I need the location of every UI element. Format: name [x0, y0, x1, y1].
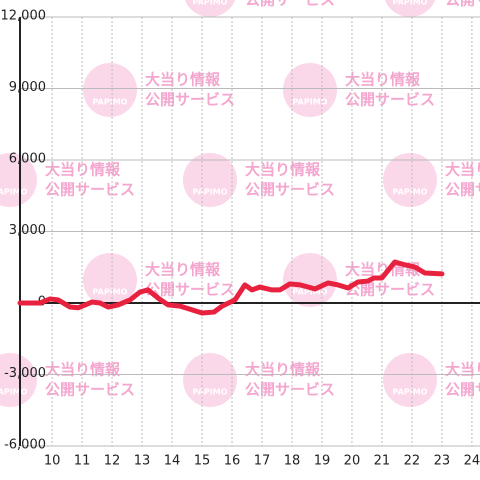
x-tick-label: 12: [104, 454, 121, 469]
watermark-text: 公開サービス: [45, 181, 135, 199]
watermark-text: 公開サービス: [145, 281, 235, 299]
y-tick-label: 12,000: [1, 9, 47, 24]
watermark-logo-circle: [83, 63, 137, 117]
watermark-logo-circle: [183, 153, 237, 207]
watermark-logo-circle: [183, 353, 237, 407]
x-tick-label: 20: [344, 454, 361, 469]
y-tick-label: 6,000: [9, 152, 46, 167]
watermark-logo-circle: [283, 63, 337, 117]
watermark-logo: PAPIMO: [393, 388, 428, 397]
x-tick-label: 13: [134, 454, 151, 469]
watermark-logo: PAPIMO: [293, 288, 328, 297]
watermark-logo: PAPIMO: [0, 388, 28, 397]
watermark-text: 公開サービス: [345, 91, 435, 109]
watermark-logo-circle: [184, 0, 236, 17]
x-tick-label: 23: [434, 454, 451, 469]
watermark-text: 大当り情報: [345, 71, 421, 89]
watermark-text: 大当り情報: [445, 361, 480, 379]
data-line: [17, 259, 445, 316]
plot: [17, 17, 480, 446]
watermark-logo: PAPIMO: [193, 188, 228, 197]
watermark-logo-circle: [0, 353, 37, 407]
watermark-text: 大当り情報: [245, 361, 321, 379]
watermark-text: 大当り情報: [45, 161, 121, 179]
y-tick-label: -3,000: [4, 366, 46, 381]
watermark-text: 公開サービス: [245, 181, 335, 199]
x-tick-label: 11: [74, 454, 91, 469]
x-tick-label: 14: [164, 454, 181, 469]
x-tick-label: 18: [284, 454, 301, 469]
watermark-logo-circle: [83, 253, 137, 307]
watermark-text: 公開サービス: [245, 381, 335, 399]
watermark-logo-circle: [0, 153, 37, 207]
watermark-text: 大当り情報: [145, 261, 221, 279]
x-tick-label: 17: [254, 454, 271, 469]
x-tick-label: 19: [314, 454, 331, 469]
x-tick-label: 22: [404, 454, 421, 469]
watermark-text: 公開サービス: [445, 0, 480, 9]
y-tick-label: 3,000: [9, 223, 46, 238]
watermark-text: 大当り情報: [45, 361, 121, 379]
watermark-logo-circle: [283, 253, 337, 307]
watermark-logo: PAPIMO: [393, 188, 428, 197]
y-tick-label: -6,000: [4, 438, 46, 453]
watermark-logo: PAPIMO: [0, 188, 28, 197]
x-tick-label: 21: [374, 454, 391, 469]
watermark-text: 公開サービス: [145, 91, 235, 109]
watermark-logo: PAPIMO: [193, 0, 228, 7]
watermark-logo: PAPIMO: [293, 98, 328, 107]
watermark-logo-circle: [383, 153, 437, 207]
watermark-logo: PAPIMO: [93, 288, 128, 297]
watermark-text: 公開サービス: [245, 0, 335, 9]
watermark-text: 公開サービス: [445, 181, 480, 199]
watermark-text: 公開サービス: [45, 381, 135, 399]
x-tick-label: 16: [224, 454, 241, 469]
watermark-text: 大当り情報: [445, 161, 480, 179]
watermark-text: 大当り情報: [145, 71, 221, 89]
watermark-text: 公開サービス: [445, 381, 480, 399]
watermark-text: 公開サービス: [345, 281, 435, 299]
watermark-logo-circle: [383, 353, 437, 407]
watermark-logo: PAPIMO: [193, 388, 228, 397]
watermark-logo-circle: [384, 0, 436, 17]
watermark-text: 大当り情報: [245, 161, 321, 179]
watermark-logo: PAPIMO: [93, 98, 128, 107]
x-tick-label: 24: [464, 454, 480, 469]
y-tick-label: 9,000: [9, 80, 46, 95]
x-tick-label: 15: [194, 454, 211, 469]
x-tick-label: 10: [44, 454, 61, 469]
watermark-logo: PAPIMO: [393, 0, 428, 7]
